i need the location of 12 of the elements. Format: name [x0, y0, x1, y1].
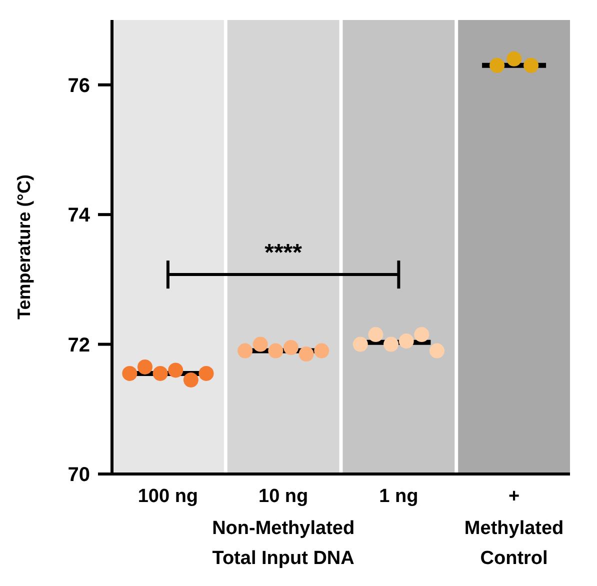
annotation: **** — [264, 240, 303, 267]
y-tick-label: 72 — [68, 334, 90, 356]
x-tick-label: + — [508, 486, 520, 507]
y-tick-label: 70 — [68, 464, 90, 486]
y-tick-label: 76 — [68, 74, 90, 97]
y-axis-title: Temperature (°C) — [14, 174, 34, 320]
x-tick-label: 1 ng — [379, 486, 418, 507]
text: Non-Methylated Total Input DNA — [212, 518, 355, 569]
text: Methylated Control — [464, 518, 564, 569]
x-tick-label: 100 ng — [138, 486, 198, 507]
y-tick-label: 74 — [68, 204, 91, 227]
x-tick-label: 10 ng — [258, 486, 308, 507]
